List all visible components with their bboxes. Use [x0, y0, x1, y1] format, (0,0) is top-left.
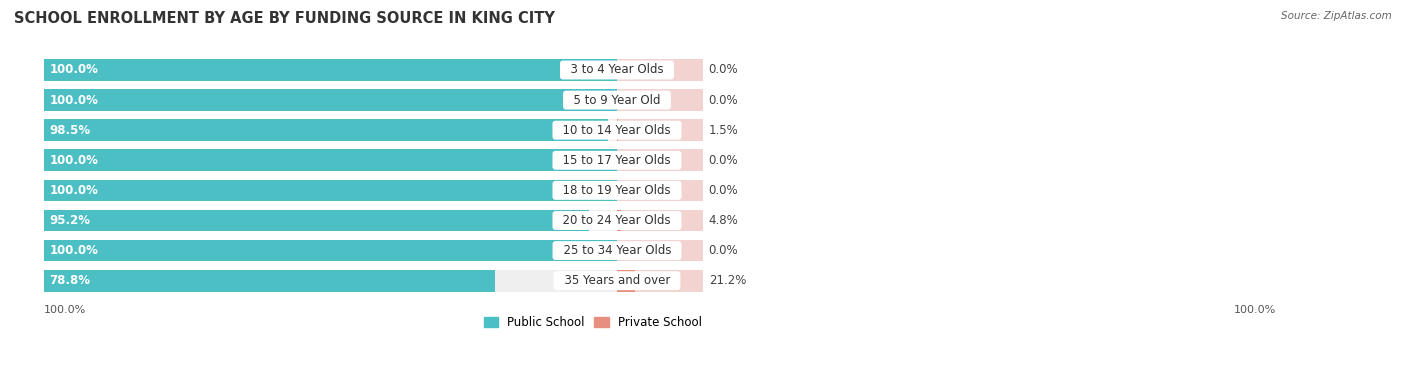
Text: 100.0%: 100.0% [49, 93, 98, 107]
Bar [617, 59, 703, 81]
Text: 100.0%: 100.0% [49, 244, 98, 257]
Bar [617, 240, 703, 261]
Bar [44, 240, 617, 261]
Bar [617, 120, 703, 141]
Text: 100.0%: 100.0% [44, 305, 86, 315]
Text: 95.2%: 95.2% [49, 214, 90, 227]
Text: 100.0%: 100.0% [49, 154, 98, 167]
Bar [44, 210, 703, 231]
Text: 78.8%: 78.8% [49, 274, 90, 287]
Bar [44, 210, 589, 231]
Bar [617, 89, 703, 111]
Text: 5 to 9 Year Old: 5 to 9 Year Old [567, 93, 668, 107]
Text: 100.0%: 100.0% [49, 63, 98, 77]
Text: Source: ZipAtlas.com: Source: ZipAtlas.com [1281, 11, 1392, 21]
Bar [44, 240, 703, 261]
Bar [44, 120, 609, 141]
Text: 21.2%: 21.2% [709, 274, 747, 287]
Bar [617, 179, 703, 201]
Bar [44, 59, 617, 81]
Text: SCHOOL ENROLLMENT BY AGE BY FUNDING SOURCE IN KING CITY: SCHOOL ENROLLMENT BY AGE BY FUNDING SOUR… [14, 11, 555, 26]
Text: 15 to 17 Year Olds: 15 to 17 Year Olds [555, 154, 679, 167]
Text: 100.0%: 100.0% [1234, 305, 1277, 315]
Text: 25 to 34 Year Olds: 25 to 34 Year Olds [555, 244, 679, 257]
Bar [44, 89, 703, 111]
Bar [617, 149, 703, 171]
Legend: Public School, Private School: Public School, Private School [479, 311, 707, 334]
Text: 35 Years and over: 35 Years and over [557, 274, 678, 287]
Bar [44, 270, 495, 291]
Text: 1.5%: 1.5% [709, 124, 738, 137]
Text: 100.0%: 100.0% [49, 184, 98, 197]
Bar [617, 270, 703, 291]
Text: 0.0%: 0.0% [709, 63, 738, 77]
Text: 10 to 14 Year Olds: 10 to 14 Year Olds [555, 124, 679, 137]
Text: 18 to 19 Year Olds: 18 to 19 Year Olds [555, 184, 679, 197]
Text: 0.0%: 0.0% [709, 184, 738, 197]
Text: 0.0%: 0.0% [709, 244, 738, 257]
Bar [44, 179, 703, 201]
Text: 98.5%: 98.5% [49, 124, 90, 137]
Bar [44, 179, 617, 201]
Text: 0.0%: 0.0% [709, 93, 738, 107]
Text: 3 to 4 Year Olds: 3 to 4 Year Olds [562, 63, 671, 77]
Bar [44, 120, 703, 141]
Bar [617, 270, 636, 291]
Text: 0.0%: 0.0% [709, 154, 738, 167]
Bar [617, 210, 703, 231]
Text: 4.8%: 4.8% [709, 214, 738, 227]
Bar [44, 270, 703, 291]
Bar [44, 59, 703, 81]
Bar [44, 89, 617, 111]
Bar [617, 210, 621, 231]
Bar [44, 149, 617, 171]
Text: 20 to 24 Year Olds: 20 to 24 Year Olds [555, 214, 679, 227]
Bar [44, 149, 703, 171]
